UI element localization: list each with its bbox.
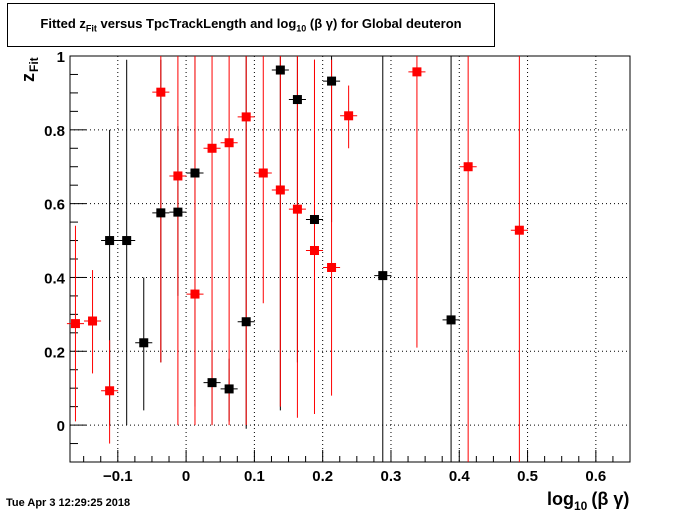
data-point bbox=[190, 168, 200, 178]
data-point bbox=[309, 215, 319, 225]
data-point bbox=[514, 225, 524, 235]
data-point bbox=[241, 317, 251, 327]
chart-title: Fitted zFit versus TpcTrackLength and lo… bbox=[8, 4, 494, 46]
y-tick-label: 0.2 bbox=[44, 344, 65, 361]
data-point bbox=[412, 67, 422, 77]
y-tick-label: 0.8 bbox=[44, 123, 65, 140]
x-tick-label: 0.6 bbox=[585, 468, 606, 485]
data-point bbox=[70, 319, 80, 329]
x-tick-label: 0.2 bbox=[312, 468, 333, 485]
data-point bbox=[378, 271, 388, 281]
data-point bbox=[190, 289, 200, 299]
data-point bbox=[105, 236, 115, 246]
y-tick-label: 1 bbox=[57, 49, 65, 66]
errorbar-layer bbox=[66, 56, 528, 462]
data-point bbox=[122, 236, 132, 246]
data-point bbox=[88, 316, 98, 326]
data-point bbox=[463, 162, 473, 172]
tick-layer bbox=[70, 55, 631, 463]
x-axis-title: log10 (β γ) bbox=[547, 489, 629, 513]
x-tick-label: 0.5 bbox=[517, 468, 538, 485]
data-point bbox=[173, 171, 183, 181]
data-point bbox=[292, 95, 302, 105]
x-tick-label: 0.4 bbox=[449, 468, 471, 485]
chart-title-text: Fitted zFit versus TpcTrackLength and lo… bbox=[40, 16, 462, 34]
data-point bbox=[344, 111, 354, 121]
data-point bbox=[241, 112, 251, 122]
data-point bbox=[327, 262, 337, 272]
data-point bbox=[275, 185, 285, 195]
y-axis-title: zFit bbox=[18, 57, 41, 82]
data-point bbox=[292, 204, 302, 214]
y-tick-label: 0.6 bbox=[44, 197, 65, 214]
x-tick-label: 0 bbox=[182, 468, 190, 485]
timestamp: Tue Apr 3 12:29:25 2018 bbox=[6, 497, 131, 509]
y-tick-label: 0 bbox=[57, 418, 65, 435]
data-point bbox=[258, 168, 268, 178]
data-point bbox=[105, 386, 115, 396]
chart-title-box: Fitted zFit versus TpcTrackLength and lo… bbox=[7, 3, 495, 47]
x-tick-label: 0.3 bbox=[381, 468, 402, 485]
x-tick-label: −0.1 bbox=[103, 468, 133, 485]
data-point bbox=[139, 338, 149, 348]
data-point bbox=[156, 208, 166, 218]
data-point bbox=[173, 207, 183, 217]
data-point bbox=[275, 65, 285, 75]
x-tick-label: 0.1 bbox=[244, 468, 265, 485]
data-point bbox=[156, 87, 166, 97]
data-point bbox=[224, 138, 234, 148]
data-point bbox=[207, 378, 217, 388]
label-layer: −0.1 0 0.1 0.2 0.3 0.4 0.5 0.6 0 0.2 0.4 0.6 0.8 1 bbox=[44, 49, 606, 485]
marker-layer bbox=[70, 65, 524, 396]
data-point bbox=[309, 246, 319, 256]
data-point bbox=[327, 76, 337, 86]
y-tick-label: 0.4 bbox=[44, 270, 66, 287]
data-point bbox=[224, 384, 234, 394]
data-point bbox=[446, 315, 456, 325]
data-point bbox=[207, 143, 217, 153]
